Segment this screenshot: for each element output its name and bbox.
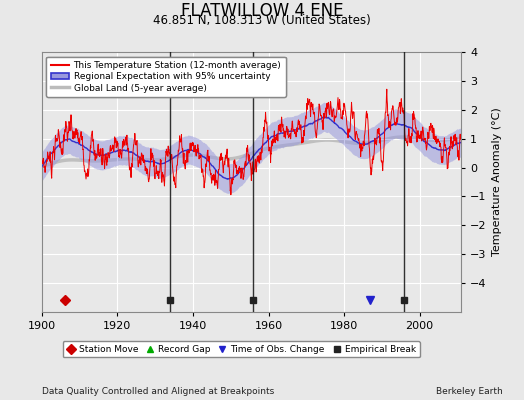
Text: Berkeley Earth: Berkeley Earth — [436, 387, 503, 396]
Y-axis label: Temperature Anomaly (°C): Temperature Anomaly (°C) — [492, 108, 502, 256]
Legend: This Temperature Station (12-month average), Regional Expectation with 95% uncer: This Temperature Station (12-month avera… — [47, 56, 286, 97]
Text: FLATWILLOW 4 ENE: FLATWILLOW 4 ENE — [181, 2, 343, 20]
Text: 46.851 N, 108.313 W (United States): 46.851 N, 108.313 W (United States) — [153, 14, 371, 27]
Text: Data Quality Controlled and Aligned at Breakpoints: Data Quality Controlled and Aligned at B… — [42, 387, 274, 396]
Legend: Station Move, Record Gap, Time of Obs. Change, Empirical Break: Station Move, Record Gap, Time of Obs. C… — [62, 341, 420, 358]
